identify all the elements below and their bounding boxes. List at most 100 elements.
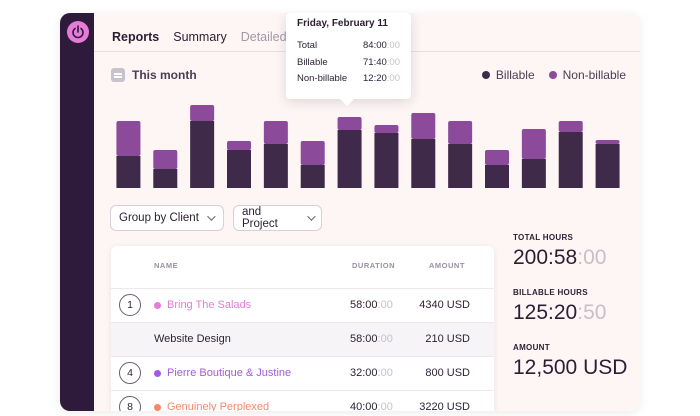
bar-nonbillable-8[interactable] [374, 125, 399, 133]
bar-nonbillable-2[interactable] [153, 150, 178, 169]
bar-billable-12[interactable] [521, 159, 546, 188]
bar-nonbillable-11[interactable] [485, 150, 509, 165]
bar-nonbillable-5[interactable] [263, 121, 288, 144]
bar-nonbillable-7[interactable] [337, 117, 362, 130]
bar-billable-8[interactable] [374, 133, 399, 188]
period-selector[interactable]: This month [111, 68, 197, 82]
bar-nonbillable-13[interactable] [558, 121, 583, 132]
bar-chart-svg [116, 105, 620, 188]
legend-nonbillable: Non-billable [548, 68, 626, 82]
period-label: This month [132, 68, 197, 82]
legend-nonbillable-label: Non-billable [562, 68, 626, 82]
bar-billable-7[interactable] [337, 130, 362, 188]
client-color-dot [154, 301, 161, 309]
power-icon [72, 25, 84, 39]
bar-billable-1[interactable] [116, 156, 141, 188]
bar-nonbillable-6[interactable] [300, 141, 325, 165]
tab-summary[interactable]: Summary [173, 30, 227, 44]
client-color-dot [154, 369, 161, 377]
bar-billable-10[interactable] [448, 144, 473, 188]
project-name: Website Design [154, 333, 231, 345]
tooltip-row-total: Total 84:00:00 [297, 38, 400, 55]
row-rank: 1 [119, 294, 141, 316]
and-project-dropdown[interactable]: and Project [233, 205, 322, 231]
group-by-client-dropdown[interactable]: Group by Client [110, 205, 224, 231]
client-name: Pierre Boutique & Justine [154, 367, 291, 379]
bar-billable-3[interactable] [190, 121, 215, 188]
bar-billable-4[interactable] [227, 150, 251, 188]
row-amount: 3220 USD [419, 401, 470, 411]
bar-nonbillable-9[interactable] [411, 113, 436, 139]
legend-nonbillable-swatch [548, 71, 557, 79]
power-button[interactable] [67, 21, 89, 43]
row-amount: 210 USD [425, 333, 470, 345]
totals-panel: TOTAL HOURS 200:58:00 BILLABLE HOURS 125… [513, 233, 633, 398]
bar-billable-9[interactable] [411, 139, 436, 188]
row-duration: 32:00:00 [350, 367, 393, 379]
bar-billable-5[interactable] [263, 144, 288, 188]
billable-hours-label: BILLABLE HOURS [513, 288, 588, 297]
legend-billable-swatch [481, 71, 490, 79]
and-project-label: and Project [242, 206, 278, 230]
client-name-text: Bring The Salads [167, 299, 252, 311]
client-name-text: Pierre Boutique & Justine [167, 367, 292, 379]
row-rank: 8 [119, 396, 141, 411]
bar-billable-2[interactable] [153, 169, 178, 188]
bar-billable-11[interactable] [485, 165, 509, 188]
table-row[interactable]: 8 Genuinely Perplexed 40:00:00 3220 USD [111, 390, 494, 411]
table-row[interactable]: 4 Pierre Boutique & Justine 32:00:00 800… [111, 356, 494, 390]
client-name: Genuinely Perplexed [154, 401, 269, 411]
tooltip-date: Friday, February 11 [297, 18, 388, 29]
row-rank: 4 [119, 362, 141, 384]
bar-nonbillable-3[interactable] [190, 105, 215, 121]
bar-nonbillable-12[interactable] [521, 129, 546, 159]
total-hours-value: 200:58:00 [513, 246, 607, 269]
row-duration: 58:00:00 [350, 333, 393, 345]
row-amount: 800 USD [425, 367, 470, 379]
total-hours-label: TOTAL HOURS [513, 233, 574, 242]
tab-reports[interactable]: Reports [112, 30, 160, 44]
amount-label: AMOUNT [513, 343, 550, 352]
bar-nonbillable-4[interactable] [227, 141, 251, 150]
tooltip-billable-label: Billable [297, 56, 328, 68]
tooltip-row-nonbillable: Non-billable 12:20:00 [297, 71, 400, 88]
table-row[interactable]: 1 Bring The Salads 58:00:00 4340 USD [111, 288, 494, 322]
row-duration: 58:00:00 [350, 299, 393, 311]
tooltip-nonbillable-label: Non-billable [297, 73, 348, 84]
bar-nonbillable-10[interactable] [448, 121, 473, 144]
chart-legend: Billable Non-billable [481, 68, 626, 82]
header-name: NAME [154, 261, 179, 270]
bar-billable-14[interactable] [595, 144, 620, 188]
header-amount: AMOUNT [429, 261, 465, 270]
client-color-dot [154, 403, 161, 411]
report-tabs: Reports Summary Detailed [112, 25, 287, 49]
reports-window: Reports Summary Detailed This month Bill… [60, 13, 640, 411]
bar-billable-13[interactable] [558, 132, 583, 188]
bar-nonbillable-1[interactable] [116, 121, 141, 156]
client-name-text: Genuinely Perplexed [167, 401, 270, 411]
amount-value: 12,500 USD [513, 356, 628, 379]
legend-billable-label: Billable [495, 68, 535, 82]
tooltip-row-billable: Billable 71:40:00 [297, 55, 400, 72]
tooltip-total-label: Total [297, 40, 318, 51]
table-row[interactable]: Website Design 58:00:00 210 USD [111, 322, 494, 356]
row-amount: 4340 USD [419, 299, 470, 311]
chevron-down-icon [307, 212, 316, 221]
group-by-client-label: Group by Client [119, 212, 199, 224]
legend-billable: Billable [481, 68, 535, 82]
row-duration: 40:00:00 [350, 401, 393, 411]
bar-billable-6[interactable] [300, 165, 325, 188]
client-name: Bring The Salads [154, 299, 251, 311]
tab-detailed[interactable]: Detailed [240, 30, 287, 44]
sidebar-rail [60, 13, 94, 411]
hours-bar-chart [110, 98, 626, 188]
tooltip-billable-value: 71:40:00 [363, 56, 400, 68]
chevron-down-icon [207, 212, 216, 221]
billable-hours-value: 125:20:50 [513, 301, 607, 324]
clients-table: NAME DURATION AMOUNT 1 Bring The Salads … [111, 246, 494, 411]
tooltip-nonbillable-value: 12:20:00 [363, 73, 400, 84]
bar-nonbillable-14[interactable] [595, 140, 620, 144]
header-duration: DURATION [352, 261, 396, 270]
calendar-icon [111, 68, 125, 82]
tooltip-total-value: 84:00:00 [363, 40, 400, 51]
